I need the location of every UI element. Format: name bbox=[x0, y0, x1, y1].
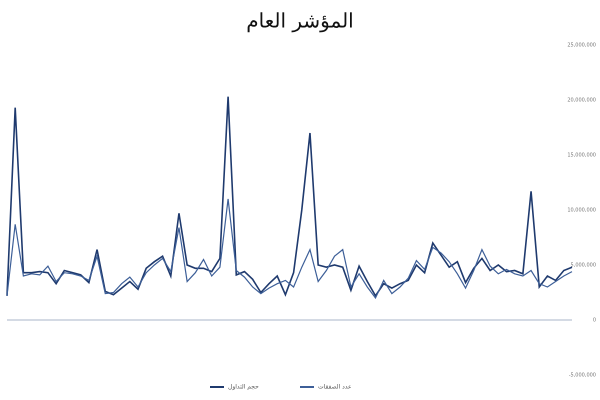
y-tick-label: 0 bbox=[593, 318, 596, 324]
chart-title: المؤشر العام bbox=[246, 9, 353, 33]
y-tick-label: 15,000,000 bbox=[567, 153, 596, 159]
y-tick-label: 20,000,000 bbox=[567, 98, 596, 104]
legend-label: حجم التداول bbox=[228, 384, 259, 391]
series-line bbox=[6, 198, 573, 300]
y-tick-label: 5,000,000 bbox=[571, 263, 596, 269]
y-tick-label: -5,000,000 bbox=[569, 373, 596, 379]
series-line bbox=[6, 96, 573, 298]
y-tick-label: 25,000,000 bbox=[567, 43, 596, 49]
y-tick-label: 10,000,000 bbox=[567, 208, 596, 214]
legend-label: عدد الصفقات bbox=[318, 384, 352, 391]
